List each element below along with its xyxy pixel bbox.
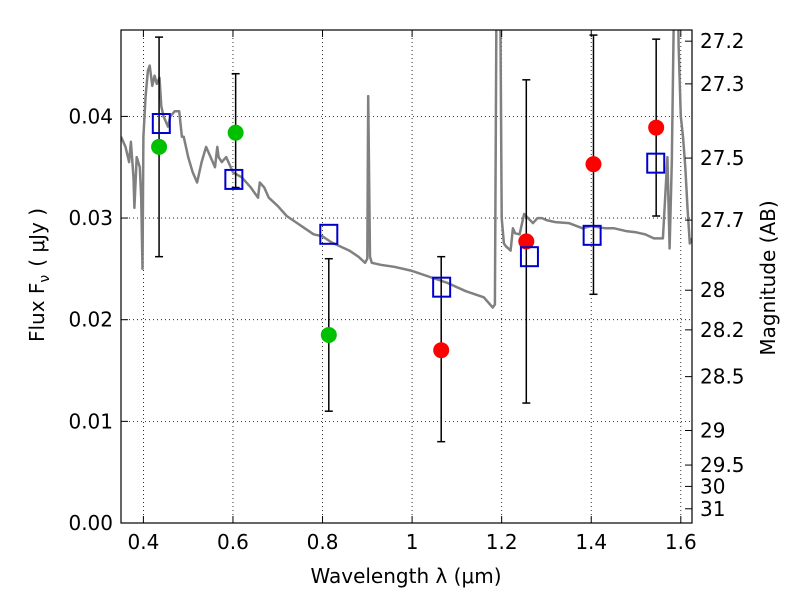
y2-tick-label: 28.2	[700, 318, 745, 342]
y2-tick-label: 27.5	[700, 146, 745, 170]
square-marker	[646, 152, 666, 174]
data-markers	[151, 113, 666, 359]
x-axis-label: Wavelength λ (μm)	[310, 564, 501, 588]
y-tick-label: 0.03	[68, 206, 113, 230]
square-marker	[519, 246, 539, 268]
y2-tick-label: 28	[700, 278, 725, 302]
spectrum-line	[121, 30, 692, 309]
circle-marker	[585, 156, 602, 173]
svg-text:Flux Fν( μJy ): Flux Fν ( μJy )	[25, 208, 53, 342]
square-marker	[432, 276, 452, 298]
y-tick-label: 0.04	[68, 104, 113, 128]
y-axis-label: Flux Fν ( μJy )	[25, 208, 53, 342]
circle-marker	[433, 342, 450, 359]
square-marker	[319, 223, 339, 245]
y-tick-label: 0.02	[68, 308, 113, 332]
x-axis-ticks: 0.4 0.6 0.8 1 1.2 1.4 1.6	[127, 30, 697, 554]
y2-tick-label: 27.2	[700, 29, 745, 53]
y-axis-label-subscript: ν	[37, 275, 53, 283]
x-tick-label: 0.6	[217, 530, 249, 554]
model-spectrum	[121, 30, 692, 309]
y2-tick-label: 29	[700, 418, 725, 442]
y-axis-label-units: ( μJy )	[25, 208, 49, 267]
y2-tick-label: 27.3	[700, 72, 745, 96]
y-tick-label: 0.01	[68, 409, 113, 433]
y2-tick-label: 28.5	[700, 365, 745, 389]
y2-tick-label: 27.7	[700, 208, 745, 232]
circle-marker	[227, 124, 244, 141]
square-marker	[151, 113, 171, 135]
plot-frame	[120, 29, 693, 524]
circle-marker	[518, 233, 535, 250]
circle-marker	[320, 326, 337, 343]
x-tick-label: 1.6	[665, 530, 697, 554]
x-tick-label: 0.8	[307, 530, 339, 554]
grid-lines	[121, 30, 692, 524]
x-tick-label: 1.2	[486, 530, 518, 554]
y2-tick-label: 29.5	[700, 453, 745, 477]
y2-tick-label: 31	[700, 497, 725, 521]
x-tick-label: 0.4	[127, 530, 159, 554]
x-tick-label: 1.4	[575, 530, 607, 554]
y-axis-label-main: Flux F	[25, 283, 49, 342]
x-tick-label: 1	[406, 530, 419, 554]
y-axis-ticks: 0.00 0.01 0.02 0.03 0.04	[68, 104, 128, 535]
square-marker	[582, 224, 602, 246]
square-marker	[224, 168, 244, 190]
y-tick-label: 0.00	[68, 511, 113, 535]
y2-tick-label: 30	[700, 474, 725, 498]
circle-marker	[648, 119, 665, 136]
circle-marker	[151, 138, 168, 155]
y2-axis-label: Magnitude (AB)	[756, 200, 780, 355]
